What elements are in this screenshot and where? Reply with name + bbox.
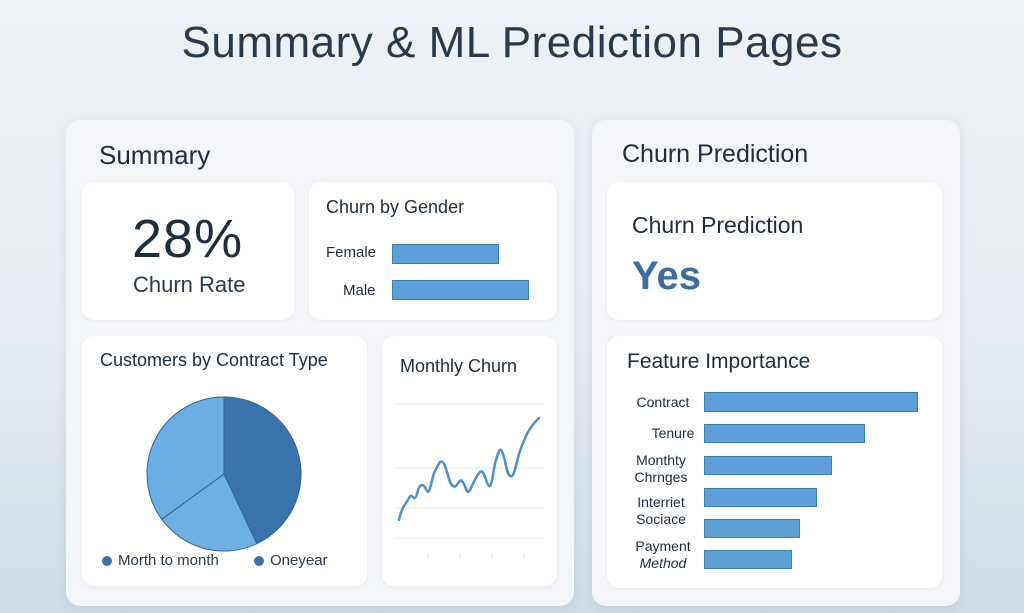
feature-bar-tenure <box>704 424 865 443</box>
monthly-churn-line <box>397 416 541 522</box>
prediction-title: Churn Prediction <box>622 140 809 168</box>
feature-importance-title: Feature Importance <box>627 350 811 373</box>
feature-label-internet-service-line2: Sociace <box>636 511 686 527</box>
monthly-churn-card: Monthly Churn <box>382 336 557 586</box>
prediction-value: Yes <box>632 254 701 298</box>
legend-label-one-year: Oneyear <box>270 552 328 569</box>
feature-label-monthly-charges-line2: Chrnges <box>634 469 688 485</box>
churn-rate-label: Churn Rate <box>133 272 246 297</box>
feature-importance-card: Feature Importance Contract Tenure Month… <box>607 336 942 588</box>
summary-title: Summary <box>99 140 211 170</box>
feature-label-monthly-charges: Monthty Chrnges <box>625 452 697 486</box>
feature-bar-internet-service <box>704 488 817 507</box>
pie-slice-0 <box>223 396 302 545</box>
churn-by-gender-card: Churn by Gender Female Male <box>309 182 557 320</box>
feature-label-contract: Contract <box>627 394 699 411</box>
feature-label-payment-method-line2: Method <box>639 555 687 571</box>
pie-slice-1 <box>161 473 258 552</box>
contract-type-card: Customers by Contract Type Morth to mont… <box>82 336 367 586</box>
contract-pie-chart <box>146 396 302 552</box>
feature-label-payment-method: Payment Method <box>627 538 699 572</box>
legend-dot-month-to-month <box>102 555 112 566</box>
feature-label-monthly-charges-line1: Monthty <box>636 452 686 468</box>
legend-dot-one-year <box>254 555 264 566</box>
legend-item-one-year: Oneyear <box>254 552 328 569</box>
churn-rate-value: 28% <box>132 209 244 269</box>
summary-panel: Summary 28% Churn Rate Churn by Gender F… <box>66 120 574 606</box>
feature-label-tenure: Tenure <box>637 425 709 442</box>
monthly-churn-line-chart <box>396 403 544 559</box>
feature-bar-monthly-charges <box>704 456 832 475</box>
prediction-panel: Churn Prediction Churn Prediction Yes Fe… <box>592 120 960 606</box>
page-title: Summary & ML Prediction Pages <box>181 18 843 67</box>
feature-label-internet-service: Interriet Sociace <box>625 494 697 528</box>
legend-item-month-to-month: Morth to month <box>102 552 219 569</box>
legend-label-month-to-month: Morth to month <box>118 552 219 569</box>
feature-bar-unlabeled <box>704 519 800 538</box>
feature-label-internet-service-line1: Interriet <box>637 494 685 510</box>
gender-bar-female <box>392 244 499 264</box>
prediction-card-title: Churn Prediction <box>632 212 804 238</box>
feature-label-tenure-text: Tenure <box>651 425 695 441</box>
pie-slice-2 <box>146 396 225 520</box>
gender-bar-male <box>392 280 529 300</box>
churn-by-gender-title: Churn by Gender <box>326 197 465 217</box>
gender-label-male: Male <box>343 282 376 299</box>
feature-bar-payment-method <box>704 550 792 569</box>
contract-type-title: Customers by Contract Type <box>100 350 328 370</box>
churn-rate-card: 28% Churn Rate <box>82 182 294 320</box>
prediction-card: Churn Prediction Yes <box>607 182 942 320</box>
feature-label-payment-method-line1: Payment <box>635 538 691 554</box>
feature-label-contract-text: Contract <box>636 394 690 410</box>
gender-label-female: Female <box>326 244 377 261</box>
monthly-churn-title: Monthly Churn <box>400 356 518 376</box>
feature-bar-contract <box>704 392 918 412</box>
